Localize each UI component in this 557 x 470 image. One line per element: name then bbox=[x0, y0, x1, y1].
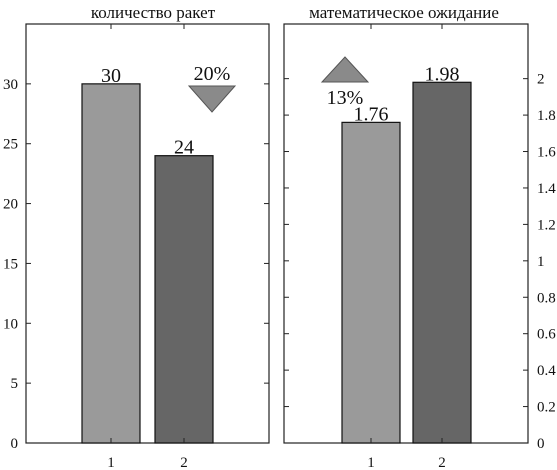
x-tick-label: 1 bbox=[107, 455, 115, 470]
up-triangle-icon bbox=[320, 56, 370, 83]
y-tick-label: 0 bbox=[537, 436, 545, 452]
chart-title: математическое ожидание bbox=[309, 3, 499, 22]
bars: 1.76 1.98 bbox=[341, 63, 472, 444]
y-tick-label: 10 bbox=[3, 316, 18, 332]
plot-frame bbox=[283, 23, 529, 444]
y-axis: 0 0.2 0.4 0.6 0.8 1 1.2 1.4 1.6 1.8 2 bbox=[284, 72, 556, 452]
data-label: 1.76 bbox=[354, 103, 389, 125]
y-tick-label: 0 bbox=[11, 436, 19, 452]
y-tick-label: 1.2 bbox=[537, 217, 556, 233]
y-tick-label: 1 bbox=[537, 254, 545, 270]
bar-2 bbox=[154, 155, 214, 444]
x-tick-label: 2 bbox=[438, 455, 446, 470]
down-triangle-icon bbox=[187, 85, 237, 113]
chart-title: количество ракет bbox=[91, 3, 216, 22]
y-tick-label: 1.6 bbox=[537, 145, 556, 161]
bar-1 bbox=[341, 121, 401, 444]
y-tick-label: 20 bbox=[3, 197, 18, 213]
plot-frame bbox=[25, 23, 270, 444]
bar-2 bbox=[412, 81, 472, 444]
x-tick-label: 1 bbox=[367, 455, 375, 470]
data-label: 1.98 bbox=[425, 63, 460, 85]
bar-1 bbox=[81, 83, 141, 444]
bars: 30 24 bbox=[81, 65, 214, 444]
data-label: 30 bbox=[101, 65, 121, 87]
annotation-label: 13% bbox=[327, 87, 364, 109]
change-annotation: 20% bbox=[187, 63, 237, 113]
annotation-label: 20% bbox=[194, 63, 231, 85]
y-tick-label: 5 bbox=[11, 376, 19, 392]
y-tick-label: 25 bbox=[3, 137, 18, 153]
y-tick-label: 15 bbox=[3, 256, 18, 272]
y-axis: 0 5 10 15 20 25 30 bbox=[3, 77, 269, 452]
y-tick-label: 1.8 bbox=[537, 108, 556, 124]
y-tick-label: 2 bbox=[537, 72, 545, 88]
data-label: 24 bbox=[174, 137, 194, 159]
y-tick-label: 30 bbox=[3, 77, 18, 93]
y-tick-label: 1.4 bbox=[537, 181, 556, 197]
x-tick-label: 2 bbox=[180, 455, 188, 470]
y-tick-label: 0.8 bbox=[537, 290, 556, 306]
y-tick-label: 0.6 bbox=[537, 327, 556, 343]
y-tick-label: 0.2 bbox=[537, 400, 556, 416]
change-annotation: 13% bbox=[320, 56, 370, 109]
chart-expected-value: математическое ожидание 0 0.2 0.4 0.6 0.8 1 1.… bbox=[283, 3, 556, 470]
y-tick-label: 0.4 bbox=[537, 363, 556, 379]
